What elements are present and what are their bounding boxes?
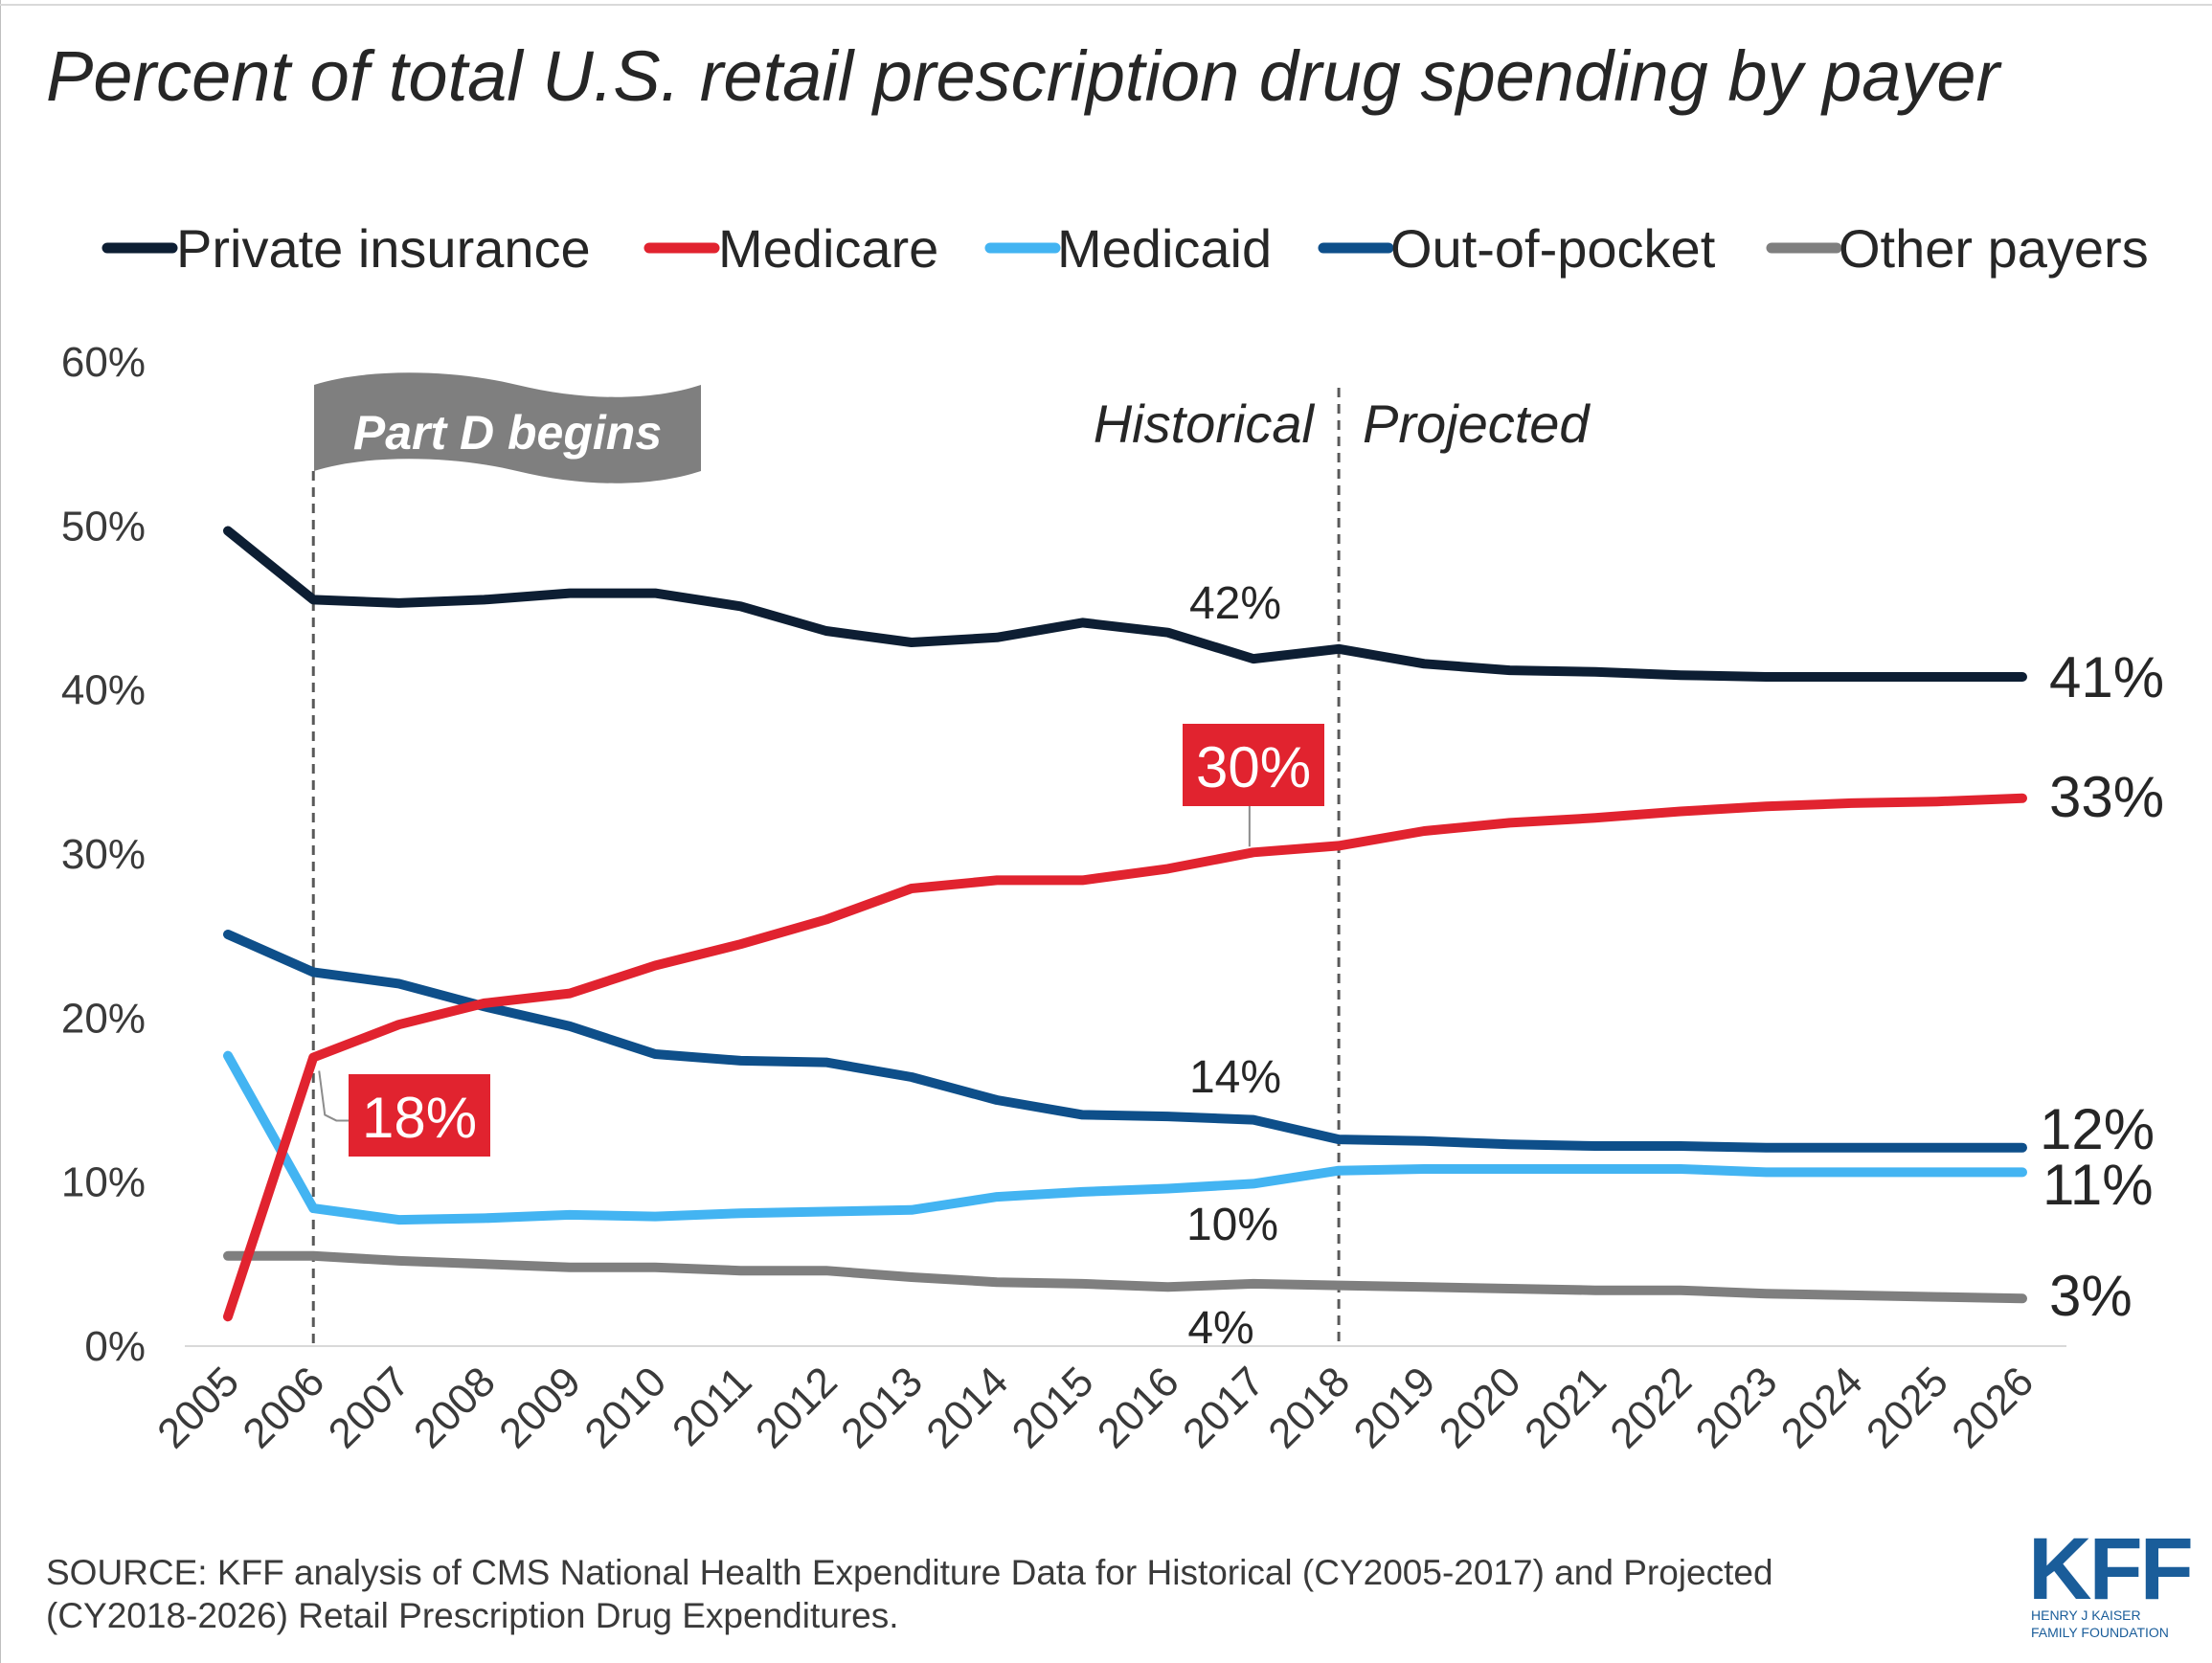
legend-item-other-payers: Other payers bbox=[1766, 218, 2149, 279]
callout-medicare-2017: 30% bbox=[1183, 724, 1324, 806]
series-line-other-payers bbox=[223, 1250, 2027, 1304]
legend-label-private-insurance: Private insurance bbox=[176, 218, 591, 279]
legend-item-medicare: Medicare bbox=[643, 218, 938, 279]
y-tick-label: 30% bbox=[61, 831, 146, 878]
kff-logo-line-2: FAMILY FOUNDATION bbox=[2031, 1625, 2169, 1640]
chart-title: Percent of total U.S. retail prescriptio… bbox=[46, 36, 2003, 116]
callout-medicare-2017-label: 30% bbox=[1196, 735, 1311, 799]
series-line-medicaid bbox=[223, 1050, 2027, 1225]
annotation-other-2026: 3% bbox=[2049, 1264, 2133, 1328]
annotation-oop-2026: 12% bbox=[2040, 1097, 2155, 1161]
y-tick-label: 0% bbox=[84, 1323, 146, 1370]
series-line-private-insurance bbox=[223, 526, 2027, 682]
callout-medicare-2006: 18% bbox=[349, 1074, 490, 1157]
source-line-2: (CY2018-2026) Retail Prescription Drug E… bbox=[46, 1596, 899, 1635]
legend-label-medicaid: Medicaid bbox=[1057, 218, 1272, 279]
legend: Private insurance Medicare Medicaid Out-… bbox=[102, 218, 2149, 279]
part-d-flag-label: Part D begins bbox=[353, 406, 662, 460]
annotation-medicaid-2026: 11% bbox=[2043, 1153, 2154, 1217]
annotation-private-2017: 42% bbox=[1189, 578, 1281, 629]
y-tick-label: 40% bbox=[61, 667, 146, 714]
y-tick-label: 60% bbox=[61, 339, 146, 386]
legend-item-out-of-pocket: Out-of-pocket bbox=[1318, 218, 1716, 279]
y-tick-label: 10% bbox=[61, 1159, 146, 1206]
series-line-medicare bbox=[223, 793, 2027, 1322]
legend-label-out-of-pocket: Out-of-pocket bbox=[1390, 218, 1716, 279]
annotation-medicare-2026: 33% bbox=[2049, 765, 2164, 829]
legend-label-medicare: Medicare bbox=[718, 218, 938, 279]
y-tick-label: 20% bbox=[61, 995, 146, 1042]
annotation-medicaid-2017: 10% bbox=[1186, 1200, 1278, 1250]
source-line-1: SOURCE: KFF analysis of CMS National Hea… bbox=[46, 1553, 1773, 1592]
annotation-private-2026: 41% bbox=[2049, 645, 2164, 709]
series-layer bbox=[223, 526, 2027, 1322]
part-d-flag: Part D begins bbox=[314, 372, 701, 483]
legend-item-private-insurance: Private insurance bbox=[102, 218, 591, 279]
projected-label: Projected bbox=[1363, 393, 1591, 454]
callout-medicare-2006-box bbox=[349, 1074, 490, 1157]
kff-logo-line-1: HENRY J KAISER bbox=[2031, 1607, 2141, 1623]
y-tick-label: 50% bbox=[61, 503, 146, 550]
annotation-other-2017: 4% bbox=[1187, 1303, 1253, 1354]
kff-logo: KFF HENRY J KAISER FAMILY FOUNDATION bbox=[2028, 1520, 2194, 1640]
legend-label-other-payers: Other payers bbox=[1839, 218, 2149, 279]
callout-medicare-2017-box bbox=[1183, 724, 1324, 806]
kff-logo-mark: KFF bbox=[2028, 1520, 2191, 1618]
series-line-out-of-pocket bbox=[223, 930, 2027, 1153]
part-d-flag-shape bbox=[314, 372, 701, 483]
callout-medicare-2006-label: 18% bbox=[362, 1086, 477, 1150]
historical-label: Historical bbox=[1094, 393, 1316, 454]
annotation-oop-2017: 14% bbox=[1189, 1052, 1281, 1103]
legend-item-medicaid: Medicaid bbox=[984, 218, 1272, 279]
y-axis: 0% 10% 20% 30% 40% 50% 60% bbox=[61, 339, 146, 1370]
callout-18-leader bbox=[318, 1070, 349, 1122]
